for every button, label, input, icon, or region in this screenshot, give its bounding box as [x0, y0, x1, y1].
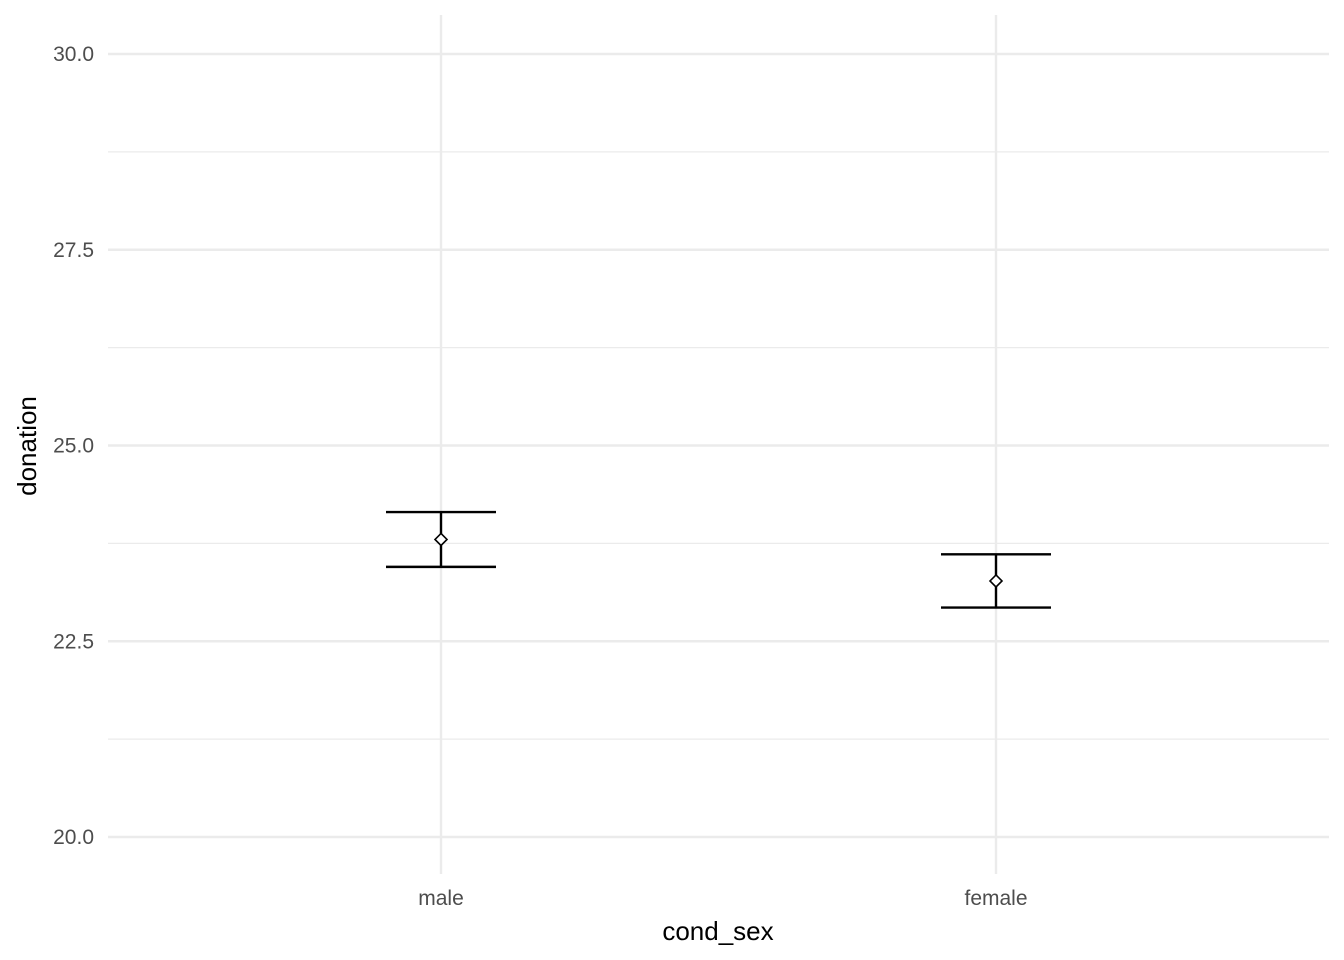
error-bar-female — [941, 553, 1051, 609]
error-bars — [386, 510, 1051, 609]
y-tick-label: 27.5 — [53, 239, 94, 262]
x-tick-label: female — [964, 887, 1027, 910]
minor-gridlines — [108, 151, 1329, 740]
x-tick-label: male — [418, 887, 464, 910]
x-axis-title: cond_sex — [662, 916, 773, 946]
y-axis-title: donation — [12, 396, 42, 496]
x-axis-tick-labels: male female — [418, 887, 1027, 910]
y-tick-label: 22.5 — [53, 630, 94, 653]
major-gridlines — [108, 15, 1329, 874]
mean-point — [433, 532, 449, 547]
y-axis-tick-labels: 20.0 22.5 25.0 27.5 30.0 — [53, 43, 94, 849]
y-tick-label: 20.0 — [53, 826, 94, 849]
error-bar-male — [386, 510, 496, 569]
y-tick-label: 25.0 — [53, 435, 94, 458]
y-tick-label: 30.0 — [53, 43, 94, 66]
mean-point — [988, 573, 1004, 589]
